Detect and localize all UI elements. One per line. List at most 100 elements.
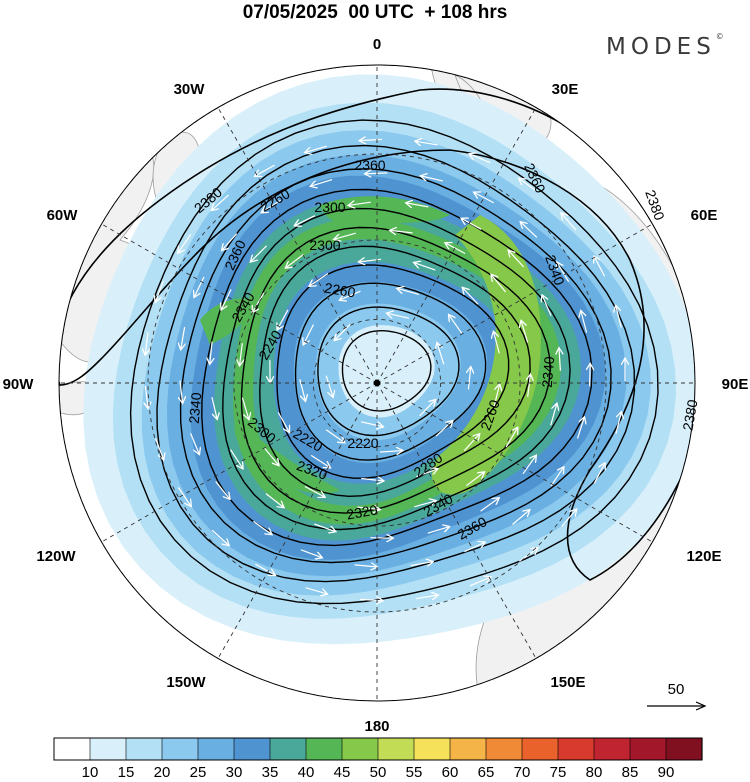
colorbar-tick-label: 30 (226, 764, 243, 781)
contour-label: 2340 (539, 356, 558, 389)
streamline-arrow (446, 243, 466, 255)
streamline-arrow (576, 418, 585, 439)
colorbar-tick-label: 50 (370, 764, 387, 781)
streamline-arrow (398, 289, 420, 295)
colorbar-tick-label: 20 (154, 764, 171, 781)
streamline-arrow (194, 276, 205, 297)
streamline-arrow (251, 245, 268, 262)
streamline-arrow (616, 306, 622, 328)
streamline-arrow (300, 549, 322, 558)
streamline-arrow (435, 421, 452, 437)
colorbar-cell (197, 737, 235, 761)
colorbar-cell (593, 737, 631, 761)
streamline-arrow (311, 179, 333, 187)
streamline-arrow (469, 577, 490, 587)
streamline-arrow (562, 214, 577, 231)
streamline-arrow (180, 380, 183, 403)
latitude-circle (312, 318, 442, 448)
lon-label-150w: 150W (166, 674, 206, 691)
streamline-arrow (262, 199, 281, 212)
meridian-line (376, 223, 653, 384)
streamline-arrow (410, 562, 433, 566)
colorbar: 10 15 20 25 30 35 40 45 50 55 60 65 70 75 80 85 90 (53, 737, 703, 781)
streamline-arrow (241, 397, 248, 419)
lon-label-0: 0 (373, 36, 381, 53)
height-contour (259, 245, 531, 498)
streamline-arrow (480, 498, 499, 512)
streamline-arrow (416, 469, 437, 478)
jet-core (234, 420, 340, 494)
streamline-arrow (505, 428, 517, 448)
colorbar-tick-label: 70 (514, 764, 531, 781)
contour-label-text: 2300 (309, 237, 340, 253)
lon-label-60w: 60W (47, 207, 79, 224)
reference-vector-label: 50 (668, 681, 685, 698)
meridian-line (376, 107, 537, 384)
streamline-arrow (464, 543, 484, 553)
colorbar-cell (413, 737, 451, 761)
height-contour (129, 119, 659, 605)
colorbar-tick-label: 10 (82, 764, 99, 781)
colorbar-tick-label: 45 (334, 764, 351, 781)
colorbar-tick-label: 75 (550, 764, 567, 781)
streamline-arrow (466, 472, 484, 487)
streamline-arrow (590, 364, 591, 387)
streamline-arrow (492, 275, 507, 293)
chart-title: 07/05/2025 00 UTC + 108 hrs (242, 2, 508, 23)
streamline-arrow (463, 434, 479, 452)
colorbar-tick-label: 35 (262, 764, 279, 781)
height-contour (341, 329, 432, 412)
streamline-arrow (177, 487, 190, 506)
streamline-arrow (379, 451, 402, 453)
streamline-arrow (550, 468, 563, 487)
streamline-arrow (462, 219, 482, 230)
colorbar-cell (665, 737, 703, 761)
streamline-arrow (325, 375, 333, 397)
streamline-arrow (437, 343, 445, 365)
colorbar-tick-label: 15 (118, 764, 135, 781)
streamline-arrow (581, 311, 588, 333)
contour-label: 2360 (354, 157, 385, 173)
contour-label-text: 2380 (642, 188, 668, 223)
contour-label: 2340 (186, 392, 205, 425)
streamline-arrow (295, 215, 316, 226)
streamline-arrow (522, 456, 536, 475)
streamline-arrow (240, 343, 243, 365)
lon-label-150e: 150E (550, 674, 585, 691)
map-boundary (58, 64, 696, 702)
streamline-arrow (361, 479, 383, 481)
streamline-arrow (354, 565, 377, 567)
lon-label-90e: 90E (722, 376, 749, 393)
streamline-arrow (304, 324, 315, 345)
streamline-arrow (391, 231, 413, 233)
brand-logo: MODES© (606, 32, 724, 60)
streamline-arrow (415, 263, 436, 271)
colorbar-tick-label: 65 (478, 764, 495, 781)
streamline-arrow (211, 396, 217, 418)
lon-label-60e: 60E (691, 207, 718, 224)
streamline-arrow (550, 404, 557, 426)
colorbar-tick-label: 55 (406, 764, 423, 781)
streamline-arrow (561, 510, 577, 527)
streamline-arrow (366, 173, 388, 174)
colorbar-tick-label: 85 (622, 764, 639, 781)
streamline-arrow (265, 493, 283, 508)
longitude-labels: 0 30E 60E 90E 120E 150E 180 150W 120W 90… (3, 36, 749, 735)
contour-label-text: 2360 (354, 157, 385, 173)
contour-label-text: 2320 (345, 501, 379, 522)
contour-label: 2380 (642, 188, 668, 223)
streamline-arrow (190, 433, 200, 453)
streamline-arrow (427, 527, 449, 534)
streamline-arrow (421, 176, 443, 182)
streamline-arrow (468, 368, 470, 390)
streamline-arrow (255, 563, 274, 575)
streamline-arrow (593, 464, 604, 484)
streamline-arrow (304, 485, 324, 497)
lon-label-30e: 30E (552, 81, 579, 98)
streamline-arrow (493, 385, 499, 407)
shading-band (338, 325, 435, 418)
streamline-arrow (415, 595, 438, 599)
lon-label-90w: 90W (3, 376, 35, 393)
streamline-arrow (463, 288, 479, 305)
